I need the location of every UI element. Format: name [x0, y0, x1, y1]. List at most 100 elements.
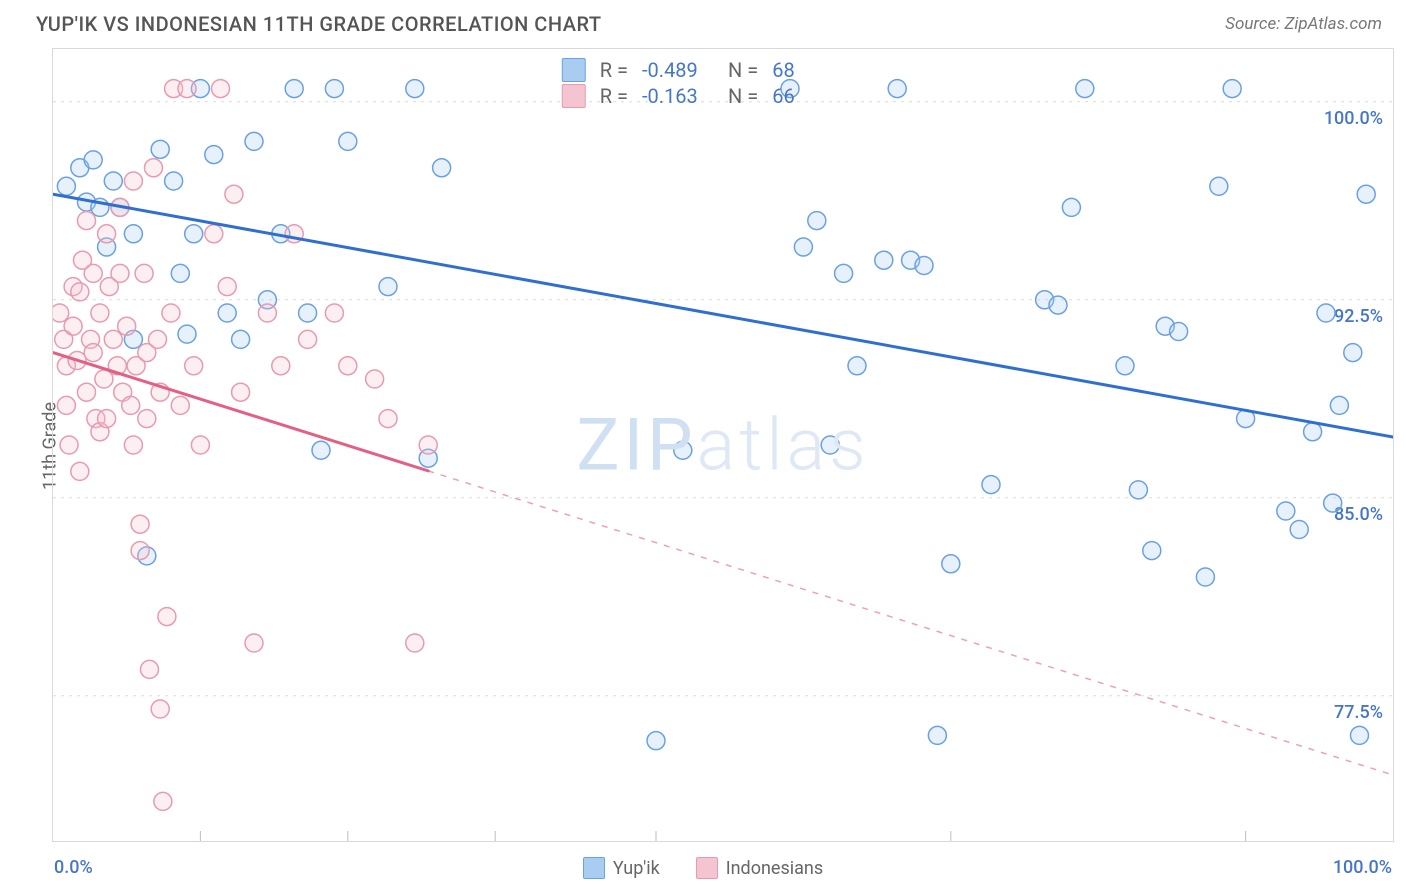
data-point	[124, 225, 142, 243]
data-point	[178, 80, 196, 98]
data-point	[1116, 357, 1134, 375]
series-legend-item: Indonesians	[696, 857, 823, 879]
data-point	[674, 441, 692, 459]
data-point	[78, 212, 96, 230]
data-point	[245, 132, 263, 150]
data-point	[124, 436, 142, 454]
data-point	[185, 225, 203, 243]
data-point	[218, 278, 236, 296]
data-point	[225, 185, 243, 203]
data-point	[794, 238, 812, 256]
data-point	[98, 410, 116, 428]
data-point	[95, 370, 113, 388]
data-point	[258, 304, 276, 322]
legend-label: Indonesians	[726, 858, 823, 879]
data-point	[151, 700, 169, 718]
data-point	[111, 264, 129, 282]
legend-N-value: 68	[772, 58, 844, 82]
data-point	[647, 732, 665, 750]
data-point	[162, 304, 180, 322]
data-point	[245, 634, 263, 652]
data-point	[145, 159, 163, 177]
y-tick-label: 92.5%	[1334, 306, 1383, 327]
data-point	[1357, 185, 1375, 203]
legend-swatch	[583, 857, 605, 879]
data-point	[433, 159, 451, 177]
series-legend: Yup'ik Indonesians	[0, 846, 1406, 890]
data-point	[1129, 481, 1147, 499]
data-point	[205, 146, 223, 164]
data-point	[131, 542, 149, 560]
data-point	[915, 256, 933, 274]
data-point	[84, 264, 102, 282]
data-point	[131, 515, 149, 533]
data-point	[1062, 198, 1080, 216]
data-point	[285, 80, 303, 98]
data-point	[1049, 296, 1067, 314]
data-point	[419, 436, 437, 454]
data-point	[1304, 423, 1322, 441]
chart-title: YUP'IK VS INDONESIAN 11TH GRADE CORRELAT…	[36, 12, 602, 36]
data-point	[406, 634, 424, 652]
legend-R-label: R =	[600, 84, 628, 108]
data-point	[312, 441, 330, 459]
data-point	[232, 383, 250, 401]
trend-line-solid	[53, 194, 1393, 437]
data-point	[158, 608, 176, 626]
series-legend-item: Yup'ik	[583, 857, 660, 879]
data-point	[1170, 322, 1188, 340]
legend-N-label: N =	[728, 58, 758, 82]
legend-swatch	[562, 84, 586, 108]
trend-line-dashed	[428, 471, 1393, 775]
data-point	[140, 660, 158, 678]
data-point	[171, 264, 189, 282]
header: YUP'IK VS INDONESIAN 11TH GRADE CORRELAT…	[0, 0, 1406, 48]
data-point	[299, 304, 317, 322]
data-point	[1277, 502, 1295, 520]
stats-legend: R =-0.489N =68R =-0.163N =66	[554, 52, 852, 114]
data-point	[138, 410, 156, 428]
data-point	[888, 80, 906, 98]
data-point	[928, 726, 946, 744]
data-point	[848, 357, 866, 375]
data-point	[64, 317, 82, 335]
legend-swatch	[696, 857, 718, 879]
data-point	[808, 212, 826, 230]
data-point	[1143, 542, 1161, 560]
data-point	[212, 80, 230, 98]
data-point	[1290, 520, 1308, 538]
plot-area: 77.5%85.0%92.5%100.0% ZIPatlas	[52, 48, 1394, 842]
data-point	[178, 325, 196, 343]
legend-R-label: R =	[600, 58, 628, 82]
data-point	[366, 370, 384, 388]
legend-swatch	[562, 58, 586, 82]
data-point	[272, 357, 290, 375]
data-point	[875, 251, 893, 269]
data-point	[185, 357, 203, 375]
data-point	[379, 410, 397, 428]
legend-label: Yup'ik	[613, 858, 660, 879]
data-point	[1210, 177, 1228, 195]
data-point	[91, 304, 109, 322]
data-point	[325, 304, 343, 322]
y-tick-label: 100.0%	[1324, 108, 1383, 129]
data-point	[149, 330, 167, 348]
data-point	[151, 140, 169, 158]
legend-R-value: -0.163	[642, 84, 714, 108]
data-point	[982, 476, 1000, 494]
y-tick-label: 77.5%	[1334, 702, 1383, 723]
data-point	[379, 278, 397, 296]
data-point	[325, 80, 343, 98]
data-point	[299, 330, 317, 348]
data-point	[165, 172, 183, 190]
data-point	[71, 462, 89, 480]
data-point	[1196, 568, 1214, 586]
data-point	[135, 264, 153, 282]
data-point	[1223, 80, 1241, 98]
data-point	[98, 225, 116, 243]
data-point	[835, 264, 853, 282]
data-point	[57, 396, 75, 414]
data-point	[104, 330, 122, 348]
data-point	[339, 357, 357, 375]
data-point	[218, 304, 236, 322]
